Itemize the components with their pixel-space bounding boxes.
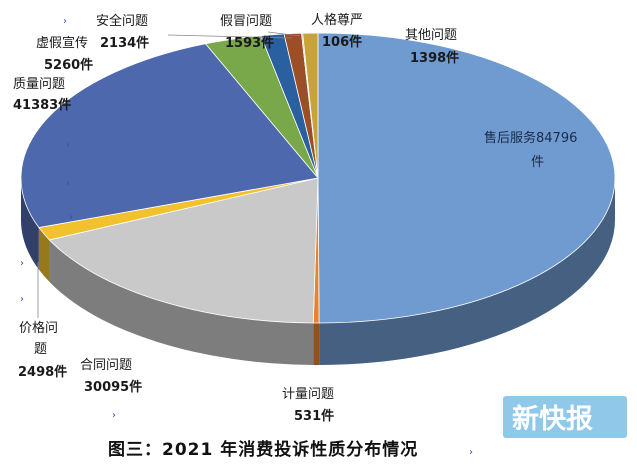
scan-mark: › (469, 447, 473, 458)
watermark-logo-box (503, 396, 627, 438)
scan-mark: › (63, 16, 67, 27)
label-zhiliang-value: 41383件 (13, 97, 71, 113)
label-anquan-value: 2134件 (100, 35, 149, 51)
label-shouhou-unit: 件 (531, 155, 544, 170)
pie-side-3 (38, 227, 50, 282)
label-xujia-name: 虚假宣传 (36, 35, 88, 51)
label-renge-name: 人格尊严 (311, 12, 363, 28)
label-xujia-value: 5260件 (44, 57, 93, 73)
label-jiage-name: 价格问 (19, 320, 58, 336)
label-hetong-value: 30095件 (84, 379, 142, 395)
pie-slice-9 (302, 32, 319, 179)
pie-side-4 (21, 178, 39, 270)
pie-slice-2 (48, 177, 319, 324)
scan-mark: › (20, 294, 24, 305)
label-jiage-name-cont: 题 (34, 342, 47, 357)
label-anquan-name: 安全问题 (96, 13, 148, 29)
scan-mark: › (66, 140, 70, 151)
label-qita-value: 1398件 (410, 50, 459, 66)
scan-mark: › (66, 178, 70, 189)
label-jiliang-name: 计量问题 (282, 387, 334, 402)
label-zhiliang-name: 质量问题 (13, 77, 65, 92)
label-renge-value: 106件 (322, 34, 362, 50)
label-shouhou-name: 售后服务84796 (484, 130, 577, 146)
scan-mark: › (112, 410, 116, 421)
leader-line-anquan (167, 34, 293, 39)
figure-caption: 图三：2021 年消费投诉性质分布情况 (108, 439, 418, 460)
pie-side-0 (319, 178, 615, 365)
label-jiamao-value: 1593件 (225, 35, 274, 51)
pie-slice-0 (317, 32, 616, 324)
pie-side-2 (49, 239, 314, 365)
label-jiliang-value: 531件 (294, 408, 334, 424)
label-jiamao-name: 假冒问题 (220, 14, 272, 29)
label-hetong-name: 合同问题 (80, 358, 132, 373)
leader-line-jiamao (267, 31, 301, 37)
pie-slices-group (20, 32, 616, 365)
scan-mark: › (69, 212, 73, 223)
label-qita-name: 其他问题 (405, 28, 457, 43)
watermark-logo-text: 新快报 (512, 403, 593, 435)
scan-mark: › (20, 258, 24, 269)
label-jiage-value: 2498件 (18, 364, 67, 380)
pie-side-1 (313, 322, 320, 365)
